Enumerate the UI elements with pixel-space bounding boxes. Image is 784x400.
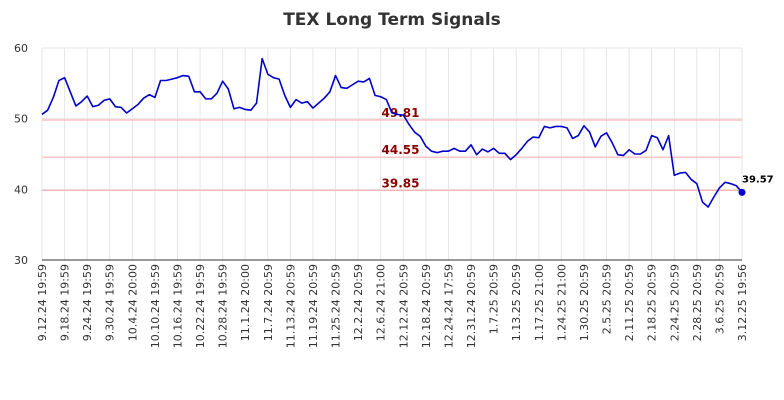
x-tick-label: 9.24.24 19:59: [81, 264, 94, 341]
x-tick-label: 12.12.24 20:59: [397, 264, 410, 348]
x-tick-label: 11.13.24 20:59: [284, 264, 297, 348]
x-tick-label: 9.18.24 19:59: [59, 264, 72, 341]
x-tick-label: 2.24.25 20:59: [668, 264, 681, 341]
y-tick-label: 30: [14, 254, 28, 267]
y-axis-ticks: 30 40 50 60: [14, 42, 28, 267]
x-tick-label: 10.16.24 19:59: [171, 264, 184, 348]
signal-level-label: 39.85: [382, 176, 420, 190]
x-tick-label: 9.30.24 19:59: [104, 264, 117, 341]
x-axis-ticks: 9.12.24 19:59 9.18.24 19:59 9.24.24 19:59 9…: [36, 264, 749, 348]
x-tick-label: 12.18.24 20:59: [420, 264, 433, 348]
x-tick-label: 11.19.24 20:59: [307, 264, 320, 348]
chart-title: TEX Long Term Signals: [283, 10, 501, 30]
x-tick-label: 3.12.25 19:56: [736, 264, 749, 341]
x-tick-label: 10.4.24 20:00: [126, 264, 139, 341]
grid-layer: [41, 47, 743, 260]
x-tick-label: 2.11.25 20:59: [623, 264, 636, 341]
x-tick-label: 11.25.24 20:59: [330, 264, 343, 348]
signal-level-label: 49.81: [382, 106, 420, 120]
price-line: [41, 57, 743, 208]
series-layer: [41, 57, 743, 208]
x-tick-label: 10.28.24 19:59: [217, 264, 230, 348]
x-tick-label: 12.31.24 20:59: [465, 264, 478, 348]
x-tick-label: 1.7.25 20:59: [488, 264, 501, 334]
y-tick-label: 40: [14, 183, 28, 196]
x-tick-label: 2.28.25 20:59: [691, 264, 704, 341]
last-value-dot: [738, 188, 746, 196]
x-tick-label: 2.18.25 20:59: [646, 264, 659, 341]
last-value-label: 39.57: [742, 174, 774, 185]
y-tick-label: 60: [14, 42, 28, 55]
signal-level-label: 44.55: [382, 143, 420, 157]
x-tick-label: 1.30.25 20:59: [578, 264, 591, 341]
last-value-marker: 39.57: [738, 174, 774, 196]
x-tick-label: 9.12.24 19:59: [36, 264, 49, 341]
x-tick-label: 10.10.24 19:59: [149, 264, 162, 348]
x-tick-label: 12.24.24 17:59: [442, 264, 455, 348]
x-tick-label: 12.6.24 21:00: [375, 264, 388, 341]
x-tick-label: 1.13.25 20:59: [510, 264, 523, 341]
x-tick-label: 11.1.24 20:00: [239, 264, 252, 341]
y-tick-label: 50: [14, 113, 28, 126]
x-tick-label: 2.5.25 20:59: [601, 264, 614, 334]
x-tick-label: 1.24.25 21:00: [555, 264, 568, 341]
x-tick-label: 11.7.24 20:59: [262, 264, 275, 341]
x-tick-label: 3.6.25 20:59: [713, 264, 726, 334]
x-tick-label: 1.17.25 21:00: [533, 264, 546, 341]
x-tick-label: 10.22.24 19:59: [194, 264, 207, 348]
x-tick-label: 12.2.24 20:59: [352, 264, 365, 341]
